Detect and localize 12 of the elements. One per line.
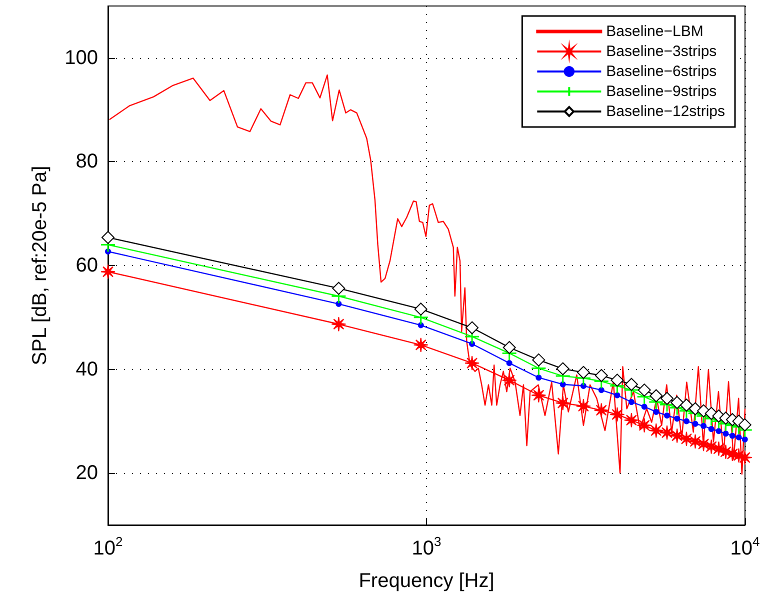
y-tick-label: 100 — [64, 46, 98, 69]
y-tick-label: 80 — [76, 150, 98, 173]
y-tick-label: 20 — [76, 462, 98, 484]
legend-label: Baseline−12strips — [606, 103, 726, 120]
y-tick-label: 40 — [76, 358, 98, 380]
legend-label: Baseline−6strips — [606, 63, 717, 80]
y-axis-title: SPL [dB, ref:20e-5 Pa] — [29, 166, 51, 366]
legend-label: Baseline−LBM — [606, 23, 704, 40]
legend-label: Baseline−3strips — [606, 43, 717, 60]
x-axis-title: Frequency [Hz] — [358, 570, 494, 592]
y-tick-label: 60 — [76, 254, 98, 276]
legend-label: Baseline−9strips — [606, 83, 717, 100]
